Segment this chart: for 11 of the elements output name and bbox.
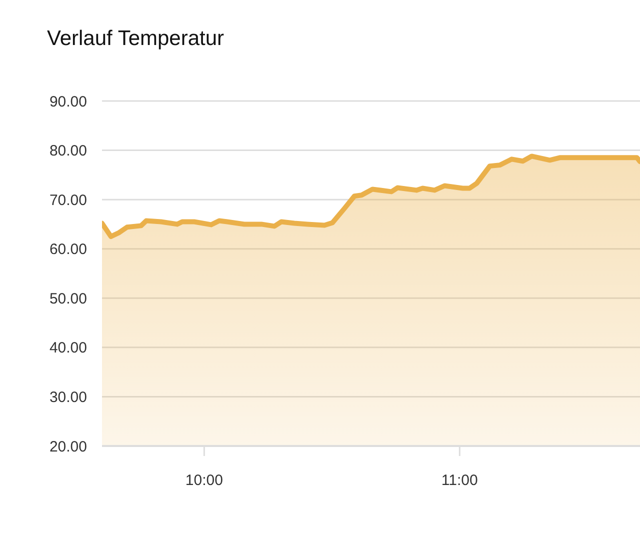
y-tick-label: 90.00 <box>49 93 87 110</box>
y-tick-label: 40.00 <box>49 340 87 357</box>
y-tick-label: 70.00 <box>49 192 87 209</box>
y-tick-label: 50.00 <box>49 290 87 308</box>
chart-title: Verlauf Temperatur <box>47 27 224 50</box>
y-tick-label: 20.00 <box>49 438 87 456</box>
y-tick-label: 60.00 <box>49 241 87 258</box>
x-tick-label: 11:00 <box>441 472 478 489</box>
x-tick-label: 10:00 <box>185 472 223 489</box>
y-tick-label: 80.00 <box>49 142 87 160</box>
y-tick-label: 30.00 <box>49 388 87 406</box>
